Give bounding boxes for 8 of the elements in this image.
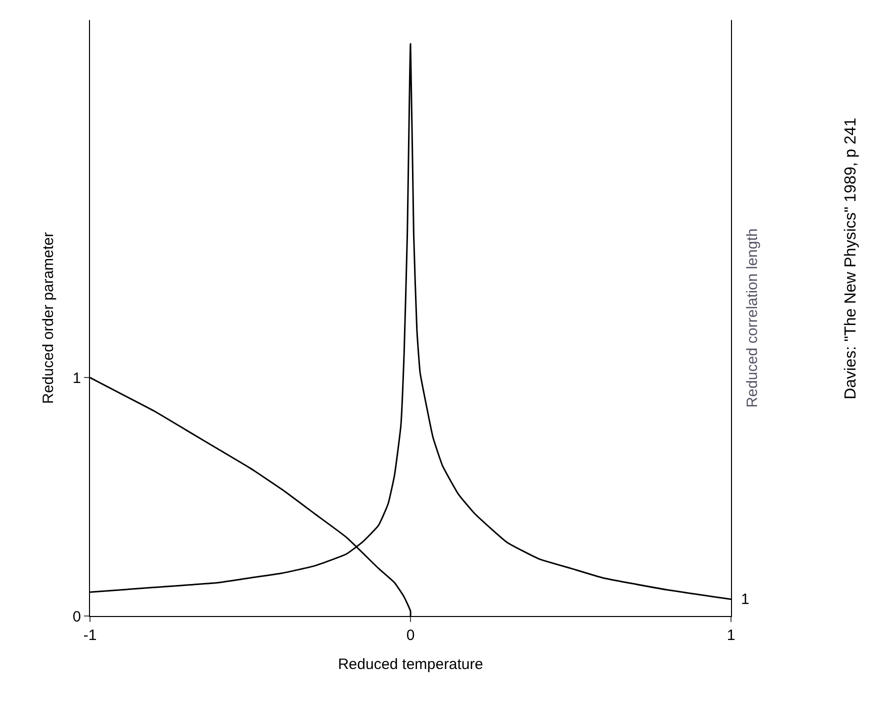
annotation: 1 [741,591,750,608]
text: Davies: "The New Physics" 1989, p 241 [842,118,860,400]
x-tick-label: 1 [726,627,736,644]
y-axis-title: Reduced order parameter [40,232,57,404]
x-tick-label: -1 [83,627,97,644]
y2-axis-title: Reduced correlation length [744,228,761,408]
x-axis-title: Reduced temperature [338,656,484,673]
x-tick-label: 0 [406,627,415,644]
